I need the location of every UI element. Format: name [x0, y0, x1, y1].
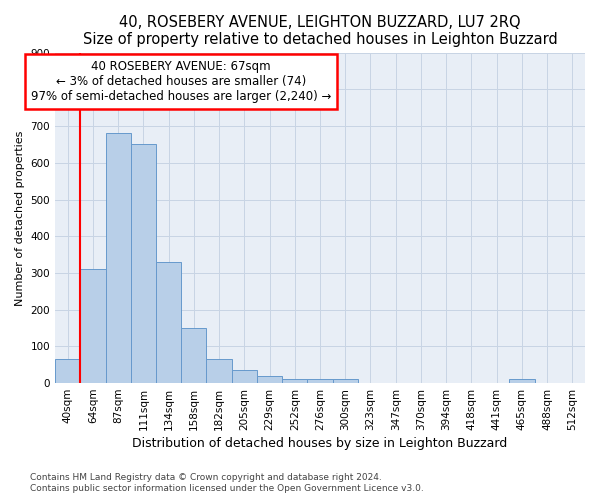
Text: 40 ROSEBERY AVENUE: 67sqm
← 3% of detached houses are smaller (74)
97% of semi-d: 40 ROSEBERY AVENUE: 67sqm ← 3% of detach… — [31, 60, 331, 103]
Bar — [181, 328, 206, 383]
Bar — [156, 262, 181, 383]
Bar — [509, 378, 535, 383]
Bar — [55, 359, 80, 383]
Bar — [332, 378, 358, 383]
Y-axis label: Number of detached properties: Number of detached properties — [15, 130, 25, 306]
Text: Contains public sector information licensed under the Open Government Licence v3: Contains public sector information licen… — [30, 484, 424, 493]
Bar — [282, 378, 307, 383]
Bar — [257, 376, 282, 383]
Text: Contains HM Land Registry data © Crown copyright and database right 2024.: Contains HM Land Registry data © Crown c… — [30, 472, 382, 482]
Title: 40, ROSEBERY AVENUE, LEIGHTON BUZZARD, LU7 2RQ
Size of property relative to deta: 40, ROSEBERY AVENUE, LEIGHTON BUZZARD, L… — [83, 15, 557, 48]
Bar — [106, 134, 131, 383]
X-axis label: Distribution of detached houses by size in Leighton Buzzard: Distribution of detached houses by size … — [133, 437, 508, 450]
Bar — [206, 359, 232, 383]
Bar — [131, 144, 156, 383]
Bar — [80, 270, 106, 383]
Bar — [307, 378, 332, 383]
Bar — [232, 370, 257, 383]
